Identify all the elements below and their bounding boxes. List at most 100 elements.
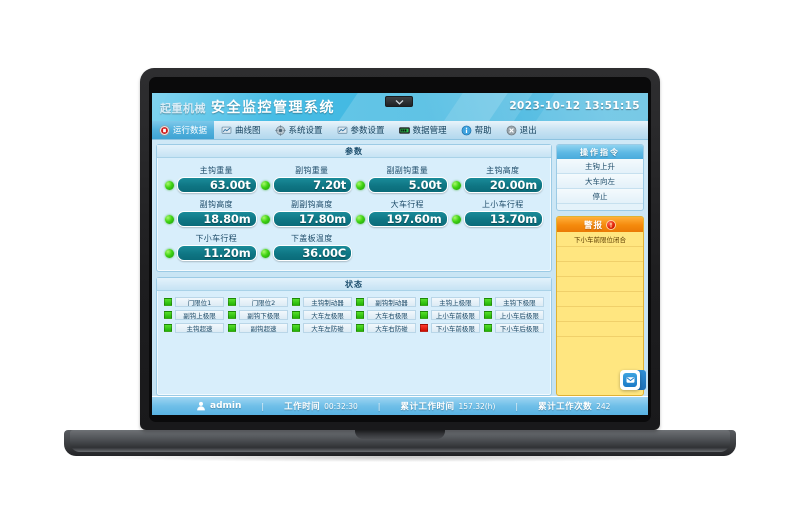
status-led-icon: [356, 214, 365, 224]
command-item[interactable]: 停止: [557, 189, 643, 204]
param-value: 17.80m: [298, 212, 346, 226]
app-body: 参数 主钩重量 63.00t: [152, 140, 648, 396]
chevron-down-icon: [395, 99, 403, 105]
status-item-label: 大车左防碰: [302, 322, 352, 333]
param-value: 7.20t: [313, 178, 346, 192]
status-item-label: 上小车前极限: [430, 309, 480, 320]
header-dropdown-button[interactable]: [385, 96, 413, 107]
float-button-tab[interactable]: [637, 370, 646, 390]
param-cell: 主钩重量 63.00t: [163, 163, 259, 197]
param-label: 主钩高度: [486, 166, 520, 175]
param-label: 下小车行程: [195, 234, 237, 243]
alert-icon: [606, 219, 616, 230]
laptop-base-notch: [355, 430, 445, 439]
status-item-label: 主钩超速: [175, 322, 224, 333]
status-item-label: 大车左极限: [302, 309, 352, 320]
status-item: 大车右防碰: [354, 321, 418, 334]
command-item[interactable]: 大车向左: [557, 174, 643, 189]
status-indicator-icon: [355, 310, 364, 319]
status-item: 副钩超速: [226, 321, 290, 334]
float-message-button[interactable]: [620, 370, 640, 390]
status-item: 上小车后极限: [482, 308, 546, 321]
status-item: 下小车后极限: [482, 321, 546, 334]
record-icon: [159, 124, 170, 136]
param-value: 197.60m: [386, 212, 442, 226]
status-led-icon: [356, 180, 365, 190]
status-item-label: 下小车前极限: [430, 322, 480, 333]
status-indicator-icon: [227, 323, 236, 332]
status-grid: 门限位1 门限位2 主钩制动器: [162, 295, 546, 334]
menu-item-curve-chart[interactable]: 曲线图: [214, 121, 268, 139]
status-separator: |: [261, 401, 265, 411]
status-indicator-icon: [164, 310, 172, 319]
menu-item-system-settings[interactable]: 系统设置: [268, 121, 330, 139]
menu-item-help[interactable]: 帮助: [454, 121, 499, 139]
work-time-label: 工作时间: [284, 402, 321, 412]
parameters-panel: 参数 主钩重量 63.00t: [156, 144, 552, 272]
parameters-panel-title: 参数: [157, 145, 551, 158]
status-item-label: 大车右极限: [366, 309, 416, 320]
alarm-panel: 警报 下小车前限位闭合: [556, 216, 644, 396]
menu-item-param-settings[interactable]: 参数设置: [330, 121, 392, 139]
alarm-row-empty: [557, 292, 643, 307]
menu-item-label: 曲线图: [235, 126, 261, 136]
status-item-label: 门限位2: [238, 296, 288, 307]
app-screen: 起重机械 安全监控管理系统 2023-10-12 13:51:15 运行数据: [152, 93, 648, 415]
menu-item-label: 运行数据: [173, 126, 208, 136]
status-led-icon: [451, 180, 461, 190]
command-item[interactable]: 主钩上升: [557, 159, 643, 174]
status-led-icon: [451, 214, 461, 224]
menu-item-exit[interactable]: 退出: [499, 121, 544, 139]
work-time: 工作时间 00:32:30: [284, 400, 358, 413]
chart-icon: [337, 126, 347, 134]
param-value-box: 63.00t: [177, 177, 257, 193]
param-value: 13.70m: [489, 212, 537, 226]
status-led-icon: [260, 180, 270, 190]
status-indicator-icon: [291, 297, 300, 306]
param-value-box: 36.00C: [272, 245, 352, 261]
laptop-base: [70, 430, 730, 452]
status-item-label: 大车右防碰: [366, 322, 416, 333]
laptop-shadow: [90, 452, 710, 462]
param-value-box: 5.00t: [368, 177, 448, 193]
total-work-time-value: 157.32(h): [458, 401, 496, 411]
status-indicator-icon: [164, 323, 172, 332]
status-bar: admin | 工作时间 00:32:30 | 累计工作时间 157.32(h)…: [152, 396, 648, 415]
param-cell: 主钩高度 20.00m: [450, 163, 546, 197]
param-label: 大车行程: [390, 200, 424, 209]
status-item: 副钩下极限: [226, 308, 290, 321]
status-item-label: 上小车后极限: [494, 309, 544, 320]
right-column: 操作指令 主钩上升 大车向左 停止 警报: [556, 144, 644, 396]
message-glyph-icon: [626, 377, 634, 383]
app-title: 起重机械 安全监控管理系统: [160, 97, 335, 117]
status-indicator-icon: [227, 297, 236, 306]
app-header: 起重机械 安全监控管理系统 2023-10-12 13:51:15: [152, 93, 648, 121]
status-indicator-icon: [419, 297, 428, 306]
param-value: 5.00t: [408, 178, 442, 192]
alarm-row[interactable]: 下小车前限位闭合: [557, 232, 643, 247]
menu-item-run-data[interactable]: 运行数据: [152, 121, 215, 139]
menu-item-data-management[interactable]: 数据管理: [392, 121, 454, 139]
param-cell: 副钩重量 7.20t: [259, 163, 355, 197]
param-cell: 下盖板温度 36.00C: [259, 231, 355, 265]
status-indicator-icon: [164, 297, 172, 306]
param-cell: 大车行程 197.60m: [354, 197, 450, 231]
alarm-row-empty: [557, 307, 643, 322]
menu-item-label: 退出: [519, 126, 537, 136]
menu-item-label: 帮助: [474, 126, 492, 136]
gear-icon: [274, 124, 286, 136]
status-indicator-icon: [227, 310, 236, 319]
close-icon: [506, 125, 516, 135]
param-value: 18.80m: [203, 212, 251, 226]
param-value-box: 11.20m: [177, 245, 257, 261]
current-user: admin: [196, 401, 241, 411]
status-indicator-icon: [355, 323, 364, 332]
exclamation-icon: [610, 222, 612, 227]
param-value-box: 17.80m: [272, 211, 352, 227]
status-led-icon: [165, 248, 174, 258]
param-value-box: 197.60m: [368, 211, 448, 227]
status-separator: |: [515, 401, 519, 411]
message-icon: [623, 373, 637, 387]
param-label: 主钩重量: [199, 166, 233, 175]
status-item: 副钩制动器: [354, 295, 418, 308]
